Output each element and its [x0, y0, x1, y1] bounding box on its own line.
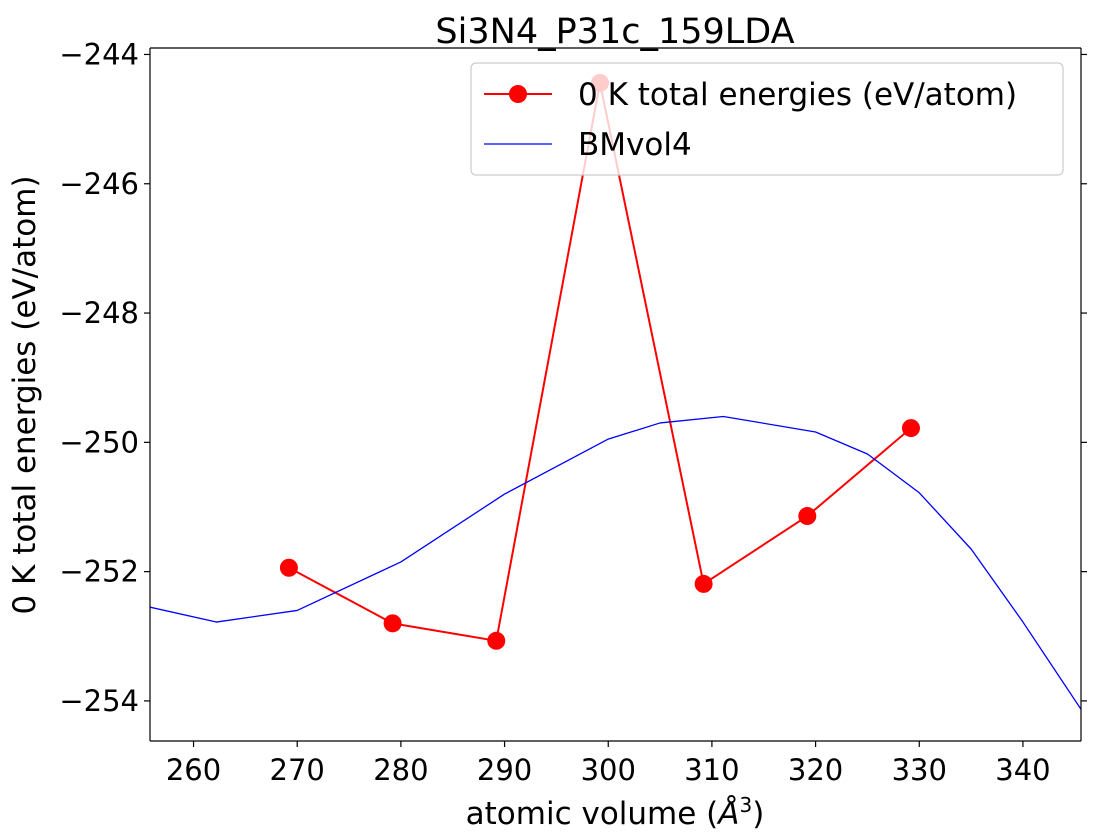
- data-point-1-2: [383, 614, 402, 633]
- x-tick-label-270: 270: [270, 753, 325, 787]
- x-tick-label-290: 290: [477, 753, 532, 787]
- x-axis-unit-sup: 3: [740, 793, 753, 817]
- y-tick-label-5: −244: [59, 37, 139, 71]
- data-point-1-5: [694, 574, 713, 593]
- x-axis-title-end: ): [752, 796, 764, 832]
- x-tick-label-280: 280: [373, 753, 428, 787]
- y-axis-title: 0 K total energies (eV/atom): [7, 175, 43, 614]
- x-tick-label-260: 260: [166, 753, 221, 787]
- x-tick-label-330: 330: [892, 753, 947, 787]
- legend: 0 K total energies (eV/atom) BMvol4: [470, 62, 1064, 176]
- x-tick-label-320: 320: [788, 753, 843, 787]
- y-tick-label-2: −250: [59, 425, 139, 459]
- y-tick-label-3: −248: [59, 296, 139, 330]
- x-axis-unit-base: Å: [716, 796, 739, 832]
- x-axis-title: atomic volume (Å3): [466, 793, 765, 832]
- legend-label-2: BMvol4: [578, 127, 692, 163]
- legend-marker-1: [509, 85, 527, 103]
- data-point-1-3: [487, 631, 506, 650]
- series-line-2: [150, 415, 1081, 710]
- data-point-1-6: [798, 507, 817, 526]
- tick-labels: 260 270 280 290 300 310 320 330 340 −254 −252 −250 −…: [59, 37, 1050, 787]
- chart-title: Si3N4_P31c_159LDA: [435, 12, 794, 52]
- data-point-1-1: [279, 558, 298, 577]
- x-axis-title-text: atomic volume (: [466, 796, 719, 832]
- y-tick-label-0: −254: [59, 684, 139, 718]
- axes: [149, 47, 1082, 742]
- y-tick-label-1: −252: [59, 555, 139, 589]
- x-tick-label-300: 300: [581, 753, 636, 787]
- plot-area: [150, 73, 1081, 710]
- x-tick-label-310: 310: [684, 753, 739, 787]
- tick-marks: [144, 53, 1087, 747]
- legend-box: [470, 62, 1064, 176]
- x-tick-label-340: 340: [995, 753, 1050, 787]
- legend-label-1: 0 K total energies (eV/atom): [578, 77, 1017, 113]
- y-tick-label-4: −246: [59, 167, 139, 201]
- data-point-1-7: [901, 419, 920, 438]
